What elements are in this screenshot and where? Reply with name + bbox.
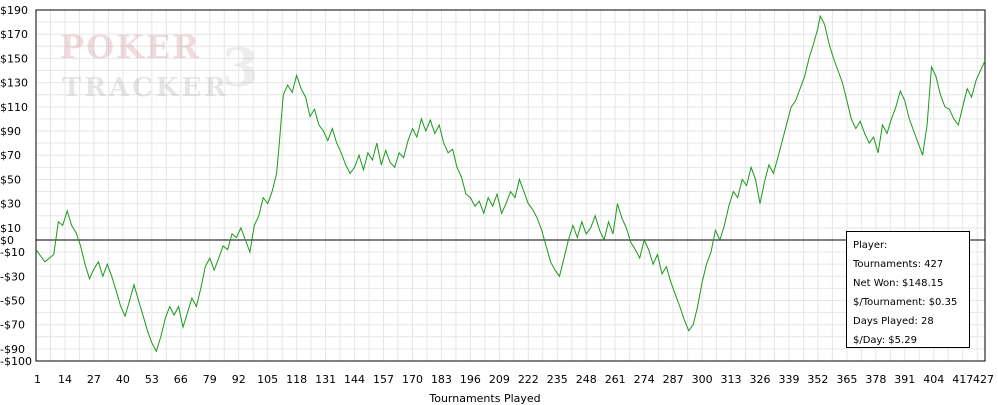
y-tick-label: $10 (0, 222, 21, 235)
x-tick-label: 209 (489, 373, 510, 386)
x-tick-label: 40 (116, 373, 130, 386)
x-tick-label: 183 (431, 373, 452, 386)
y-tick-label: -$70 (0, 319, 25, 332)
y-tick-label: $50 (0, 173, 21, 186)
x-tick-label: 352 (807, 373, 828, 386)
y-tick-label: $150 (0, 52, 28, 65)
y-tick-label: $170 (0, 28, 28, 41)
x-tick-label: 14 (58, 373, 72, 386)
logo-line2: TRACKER (62, 73, 229, 103)
x-tick-label: 378 (865, 373, 886, 386)
x-tick-label: 248 (576, 373, 597, 386)
x-tick-label: 235 (547, 373, 568, 386)
x-tick-label: 274 (634, 373, 655, 386)
y-tick-label: $30 (0, 198, 21, 211)
x-tick-label: 79 (203, 373, 217, 386)
x-tick-label: 131 (315, 373, 336, 386)
info-tournaments: Tournaments: 427 (853, 259, 944, 270)
y-tick-label: -$10 (0, 246, 25, 259)
y-tick-label: -$50 (0, 294, 25, 307)
x-tick-label: 53 (145, 373, 159, 386)
x-tick-label: 170 (402, 373, 423, 386)
x-tick-label: 1 (34, 373, 41, 386)
net-won-line (35, 14, 986, 353)
x-tick-label: 404 (923, 373, 944, 386)
x-tick-label: 118 (286, 373, 307, 386)
info-net-won: Net Won: $148.15 (853, 278, 944, 289)
x-tick-label: 339 (778, 373, 799, 386)
y-tick-label: $90 (0, 125, 21, 138)
x-tick-label: 222 (518, 373, 539, 386)
y-tick-label: -$100 (0, 355, 32, 368)
pokertracker-logo: POKER TRACKER 3 (60, 28, 258, 103)
grid-lines (35, 9, 985, 362)
y-tick-label: -$90 (0, 343, 25, 356)
y-tick-label: -$30 (0, 270, 25, 283)
y-tick-label: $0 (0, 234, 14, 247)
info-days-played: Days Played: 28 (853, 316, 934, 327)
info-per-day: $/Day: $5.29 (853, 335, 917, 346)
x-tick-label: 417 (952, 373, 973, 386)
x-tick-label: 196 (460, 373, 481, 386)
x-tick-label: 300 (692, 373, 713, 386)
x-tick-label: 27 (87, 373, 101, 386)
x-tick-label: 365 (836, 373, 857, 386)
x-axis-labels: 1 14 27 40 53 66 79 92 105 118 131 144 157 170 183 196 2… (34, 373, 994, 386)
x-tick-label: 144 (344, 373, 365, 386)
x-tick-label: 92 (232, 373, 246, 386)
logo-mark: 3 (222, 38, 258, 99)
x-axis-title: Tournaments Played (428, 392, 540, 405)
x-tick-label: 391 (894, 373, 915, 386)
x-tick-label: 261 (605, 373, 626, 386)
stats-info-box: Player: Tournaments: 427 Net Won: $148.1… (846, 231, 970, 348)
y-tick-label: $110 (0, 101, 28, 114)
x-tick-label: 427 (973, 373, 994, 386)
y-tick-label: $130 (0, 77, 28, 90)
x-tick-label: 66 (174, 373, 188, 386)
logo-line1: POKER (60, 28, 201, 66)
y-axis-labels: $190$170$150$130$110$90$70$50$30$10$0-$1… (0, 4, 32, 368)
y-tick-label: $70 (0, 149, 21, 162)
y-tick-label: $190 (0, 4, 28, 17)
x-tick-label: 326 (750, 373, 771, 386)
x-tick-label: 105 (257, 373, 278, 386)
plot-border (35, 9, 986, 362)
info-per-tournament: $/Tournament: $0.35 (853, 297, 958, 308)
info-player: Player: (853, 240, 888, 251)
x-tick-label: 313 (721, 373, 742, 386)
x-tick-label: 157 (373, 373, 394, 386)
x-tick-label: 287 (663, 373, 684, 386)
